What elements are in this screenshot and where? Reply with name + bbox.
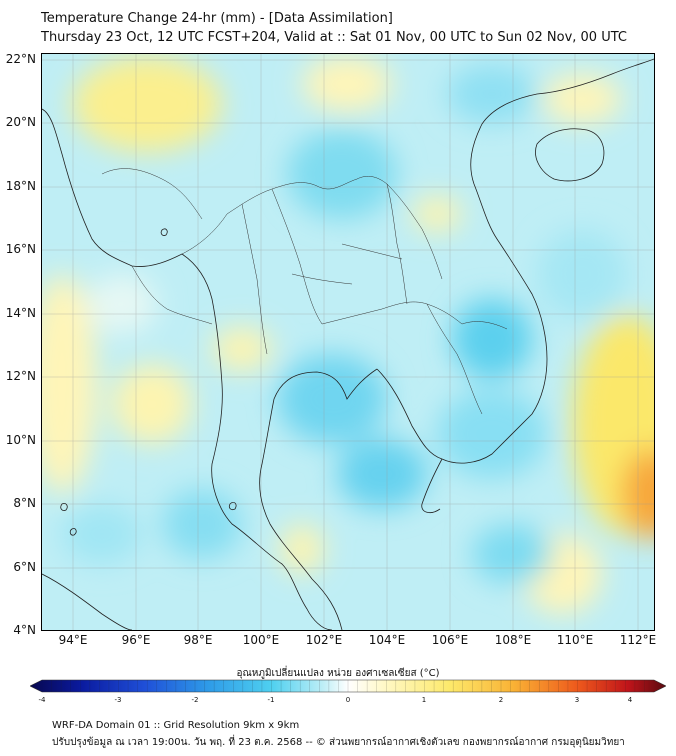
colorbar-tick: 0	[345, 696, 351, 704]
colorbar-tick: -3	[114, 696, 122, 704]
lat-label: 12°N	[5, 369, 36, 383]
lat-label: 16°N	[5, 242, 36, 256]
lat-label: 20°N	[5, 115, 36, 129]
lat-label: 6°N	[13, 560, 36, 574]
map-title: Temperature Change 24-hr (mm) - [Data As…	[41, 11, 393, 26]
lon-label: 106°E	[431, 633, 469, 647]
graticule	[42, 54, 654, 630]
lon-label: 102°E	[305, 633, 343, 647]
colorbar-tick: -1	[267, 696, 275, 704]
footer-model-info: WRF-DA Domain 01 :: Grid Resolution 9km …	[52, 720, 300, 731]
lon-label: 94°E	[58, 633, 88, 647]
lon-label: 96°E	[121, 633, 151, 647]
lat-label: 4°N	[13, 623, 36, 637]
map-canvas	[42, 54, 654, 630]
colorbar-tick: 2	[498, 696, 504, 704]
coastlines	[42, 58, 654, 630]
colorbar-tick: 3	[574, 696, 580, 704]
colorbar	[30, 679, 666, 693]
temperature-field	[42, 56, 654, 614]
lat-label: 22°N	[5, 52, 36, 66]
lon-label: 108°E	[494, 633, 532, 647]
lat-label: 18°N	[5, 179, 36, 193]
lon-label: 110°E	[556, 633, 594, 647]
lat-label: 8°N	[13, 496, 36, 510]
temperature-change-map	[41, 53, 655, 631]
lon-label: 100°E	[242, 633, 280, 647]
colorbar-tick: 1	[421, 696, 427, 704]
colorbar-tick: -2	[191, 696, 199, 704]
lat-label: 14°N	[5, 306, 36, 320]
colorbar-tick: -4	[38, 696, 46, 704]
lon-label: 98°E	[183, 633, 213, 647]
lat-label: 10°N	[5, 433, 36, 447]
colorbar-title: อุณหภูมิเปลี่ยนแปลง หน่วย องศาเซลเซียส (…	[236, 668, 440, 679]
colorbar-tick: 4	[627, 696, 633, 704]
footer-credit: ปรับปรุงข้อมูล ณ เวลา 19:00น. วัน พฤ. ที…	[52, 737, 625, 748]
map-subtitle: Thursday 23 Oct, 12 UTC FCST+204, Valid …	[41, 30, 627, 45]
lon-label: 112°E	[619, 633, 657, 647]
lon-label: 104°E	[368, 633, 406, 647]
province-borders	[101, 168, 508, 415]
